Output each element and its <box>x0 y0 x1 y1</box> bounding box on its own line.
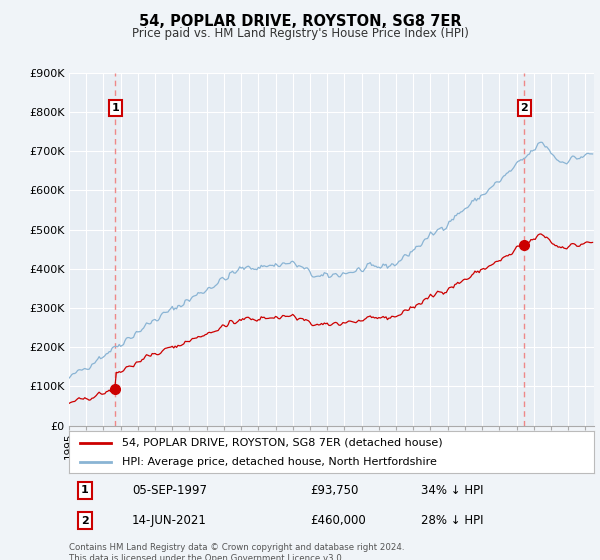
Text: 1: 1 <box>81 486 89 496</box>
Text: 2: 2 <box>81 516 89 526</box>
Text: Price paid vs. HM Land Registry's House Price Index (HPI): Price paid vs. HM Land Registry's House … <box>131 27 469 40</box>
Text: 05-SEP-1997: 05-SEP-1997 <box>132 484 207 497</box>
Text: HPI: Average price, detached house, North Hertfordshire: HPI: Average price, detached house, Nort… <box>121 457 436 467</box>
Text: 54, POPLAR DRIVE, ROYSTON, SG8 7ER: 54, POPLAR DRIVE, ROYSTON, SG8 7ER <box>139 14 461 29</box>
Text: 34% ↓ HPI: 34% ↓ HPI <box>421 484 483 497</box>
Text: 28% ↓ HPI: 28% ↓ HPI <box>421 514 483 527</box>
Text: 54, POPLAR DRIVE, ROYSTON, SG8 7ER (detached house): 54, POPLAR DRIVE, ROYSTON, SG8 7ER (deta… <box>121 437 442 447</box>
Text: 14-JUN-2021: 14-JUN-2021 <box>132 514 207 527</box>
Text: 1: 1 <box>112 103 119 113</box>
Text: £93,750: £93,750 <box>311 484 359 497</box>
Text: Contains HM Land Registry data © Crown copyright and database right 2024.
This d: Contains HM Land Registry data © Crown c… <box>69 543 404 560</box>
Text: £460,000: £460,000 <box>311 514 366 527</box>
Text: 2: 2 <box>520 103 528 113</box>
